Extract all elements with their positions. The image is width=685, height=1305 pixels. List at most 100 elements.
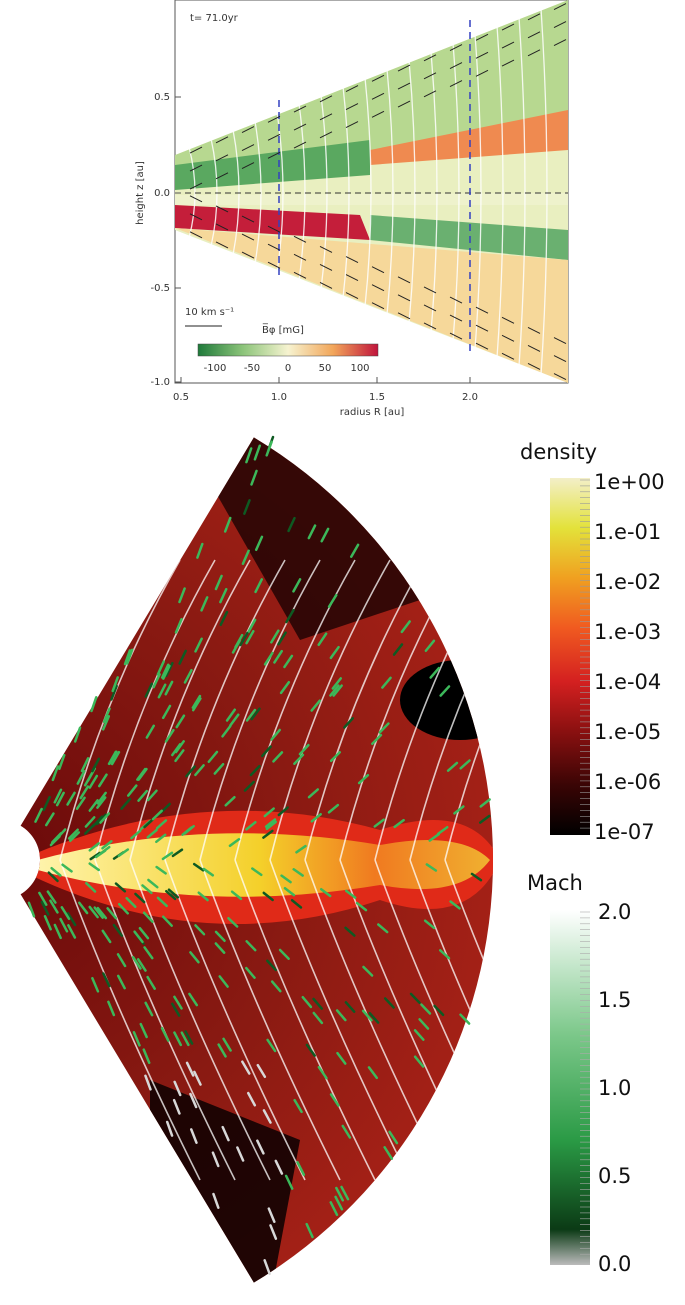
arrow bbox=[88, 842, 100, 852]
arrow bbox=[173, 1031, 183, 1047]
arrow bbox=[345, 103, 359, 111]
arrow bbox=[350, 543, 360, 558]
streamline bbox=[452, 42, 460, 341]
arrow bbox=[120, 797, 132, 810]
arrow bbox=[112, 923, 124, 937]
arrow bbox=[91, 757, 101, 773]
arrow bbox=[383, 1146, 394, 1160]
arrow bbox=[230, 890, 243, 901]
arrow bbox=[273, 649, 283, 664]
arrow bbox=[189, 1092, 198, 1109]
arrow bbox=[527, 31, 541, 39]
field-line bbox=[269, 559, 391, 861]
arrow bbox=[214, 574, 223, 591]
arrow bbox=[207, 750, 219, 764]
field-line bbox=[59, 559, 181, 861]
arrow bbox=[185, 1061, 195, 1077]
arrow bbox=[173, 995, 183, 1010]
arrow bbox=[224, 795, 236, 807]
arrow bbox=[319, 246, 333, 253]
arrow bbox=[51, 765, 60, 782]
arrow bbox=[449, 900, 461, 910]
velocity-arrows bbox=[27, 435, 491, 1276]
arrow bbox=[428, 832, 440, 842]
arrow bbox=[93, 906, 104, 919]
arrow bbox=[249, 764, 261, 777]
arrow bbox=[189, 231, 203, 239]
arrow bbox=[91, 976, 100, 993]
arrow bbox=[423, 304, 437, 312]
arrow bbox=[425, 863, 438, 872]
arrow bbox=[146, 789, 158, 802]
arrow bbox=[371, 302, 385, 310]
arrow bbox=[147, 878, 159, 889]
arrow bbox=[284, 1174, 294, 1190]
arrow bbox=[475, 69, 489, 77]
arrow bbox=[234, 633, 244, 649]
y-tick-label: -0.5 bbox=[150, 283, 170, 294]
arrow bbox=[161, 915, 173, 927]
arrow bbox=[180, 1031, 190, 1047]
arrow bbox=[245, 940, 257, 952]
arrow bbox=[164, 728, 175, 743]
density-tick-label: 1.e-02 bbox=[594, 570, 661, 594]
arrow bbox=[228, 838, 241, 848]
arrow bbox=[267, 151, 281, 159]
arrow bbox=[156, 660, 165, 676]
arrow bbox=[470, 872, 483, 882]
arrow bbox=[250, 469, 258, 486]
arrow bbox=[219, 610, 229, 626]
arrow bbox=[171, 743, 182, 757]
arrow bbox=[34, 807, 43, 823]
arrow bbox=[73, 726, 82, 743]
arrow bbox=[98, 773, 108, 788]
density-tick-label: 1.e-04 bbox=[594, 670, 661, 694]
arrow bbox=[47, 871, 59, 883]
arrow bbox=[221, 724, 232, 738]
arrow bbox=[367, 1066, 379, 1080]
mach-tick-label: 0.5 bbox=[598, 1164, 631, 1188]
arrow bbox=[334, 1195, 344, 1211]
arrow bbox=[75, 796, 86, 811]
arrow bbox=[162, 664, 171, 680]
arrow bbox=[553, 3, 567, 10]
arrow bbox=[110, 684, 118, 701]
arrow bbox=[298, 743, 310, 756]
arrow bbox=[116, 953, 127, 968]
arrow bbox=[160, 1026, 170, 1042]
arrow bbox=[267, 243, 281, 251]
density-tick-label: 1.e-06 bbox=[594, 770, 661, 794]
arrow bbox=[146, 975, 156, 990]
arrow bbox=[310, 699, 322, 712]
arrow bbox=[189, 951, 200, 964]
arrow bbox=[77, 901, 89, 915]
arrow bbox=[270, 980, 282, 993]
arrow bbox=[243, 780, 255, 792]
arrow bbox=[397, 100, 411, 108]
arrow bbox=[184, 1030, 194, 1045]
arrow bbox=[192, 697, 202, 712]
field-line bbox=[164, 559, 286, 861]
mach-label: Mach bbox=[527, 871, 583, 895]
arrow bbox=[110, 750, 121, 766]
arrow bbox=[165, 661, 174, 678]
arrow bbox=[264, 818, 277, 828]
arrow bbox=[53, 788, 63, 804]
arrow bbox=[449, 296, 463, 304]
arrow bbox=[76, 770, 86, 785]
arrow bbox=[307, 524, 317, 540]
arrow bbox=[453, 805, 465, 815]
arrow bbox=[263, 1259, 271, 1276]
arrow bbox=[319, 131, 333, 139]
arrow bbox=[117, 902, 129, 915]
arrow bbox=[247, 1091, 257, 1107]
arrow bbox=[393, 818, 405, 829]
arrow bbox=[165, 889, 177, 901]
arrow bbox=[296, 1161, 306, 1176]
arrow bbox=[194, 637, 203, 653]
arrow bbox=[423, 919, 436, 930]
velocity-scale: 10 km s⁻¹ bbox=[185, 307, 234, 318]
arrow bbox=[155, 819, 168, 830]
arrow bbox=[132, 1031, 141, 1047]
arrow bbox=[254, 578, 263, 594]
